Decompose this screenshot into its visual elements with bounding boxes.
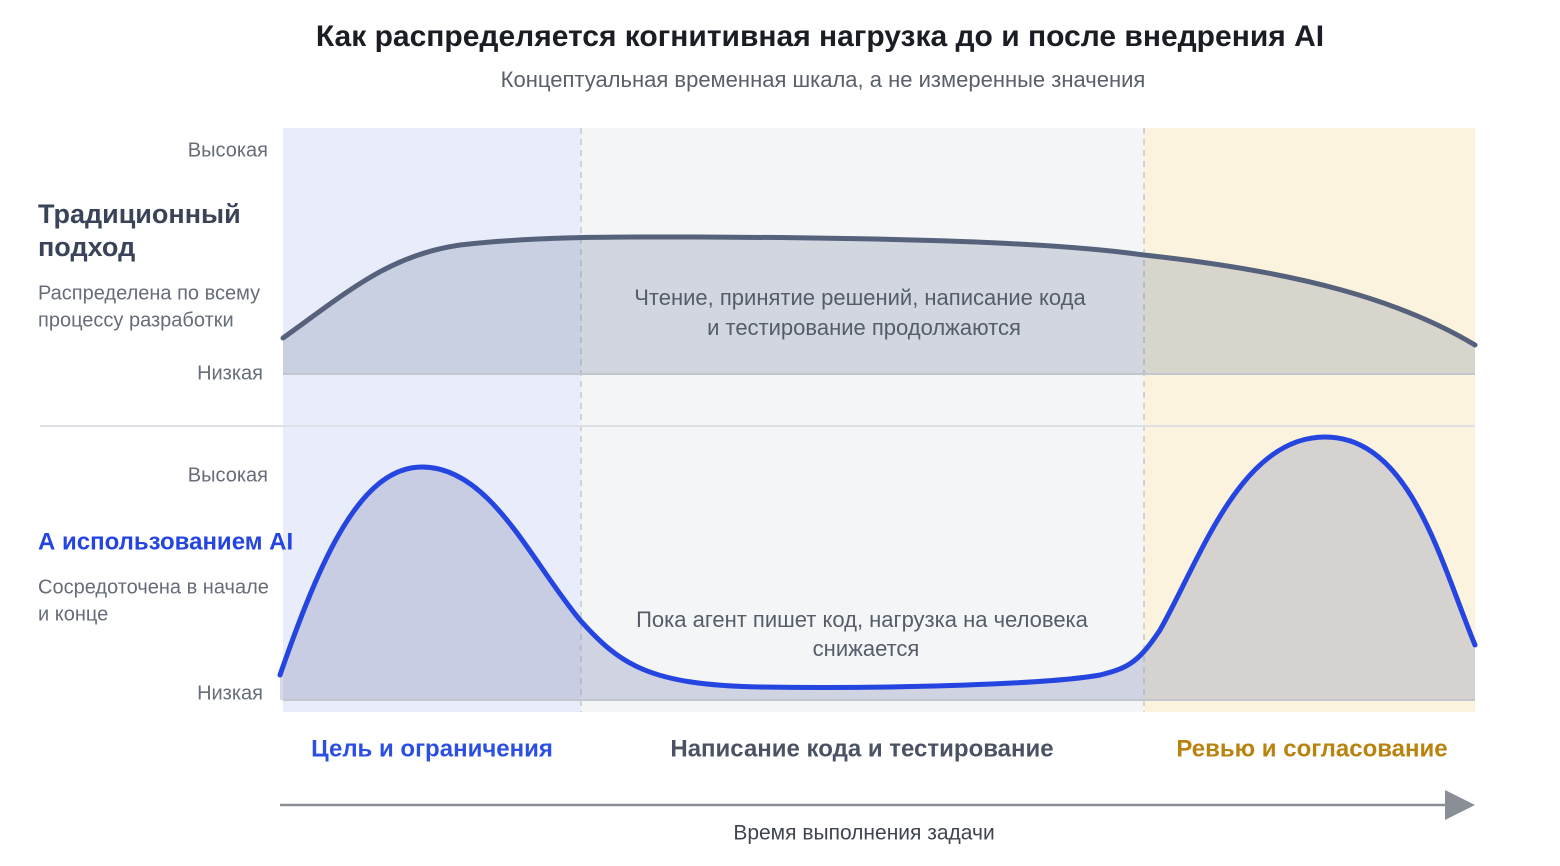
phase-label: Ревью и согласование <box>1176 735 1447 762</box>
row-description: процессу разработки <box>38 309 234 331</box>
high-label: Высокая <box>188 464 268 486</box>
ai-area <box>280 437 1475 700</box>
annotation: снижается <box>813 636 920 661</box>
title: Как распределяется когнитивная нагрузка … <box>316 20 1324 53</box>
row-description: Распределена по всему <box>38 282 260 304</box>
high-label: Высокая <box>188 139 268 161</box>
phase-label: Написание кода и тестирование <box>670 735 1053 762</box>
row-description: и конце <box>38 603 108 625</box>
row-description: Сосредоточена в начале <box>38 576 269 598</box>
subtitle: Концептуальная временная шкала, а не изм… <box>501 67 1146 92</box>
phase-band <box>1144 128 1475 712</box>
axis-label: Время выполнения задачи <box>733 822 994 845</box>
row-heading: Традиционный <box>38 199 241 229</box>
phase-band <box>581 128 1144 712</box>
traditional-area <box>283 236 1475 374</box>
row-heading: А использованием AI <box>38 528 293 555</box>
low-label: Низкая <box>197 682 263 704</box>
ai-curve <box>277 434 1478 690</box>
phase-band <box>283 128 581 712</box>
annotation: Пока агент пишет код, нагрузка на челове… <box>636 607 1089 632</box>
traditional-curve <box>280 234 1478 348</box>
row-heading: подход <box>38 232 135 262</box>
low-label: Низкая <box>197 362 263 384</box>
annotation: Чтение, принятие решений, написание кода <box>634 285 1086 310</box>
annotation: и тестирование продолжаются <box>707 315 1021 340</box>
phase-label: Цель и ограничения <box>311 735 553 762</box>
